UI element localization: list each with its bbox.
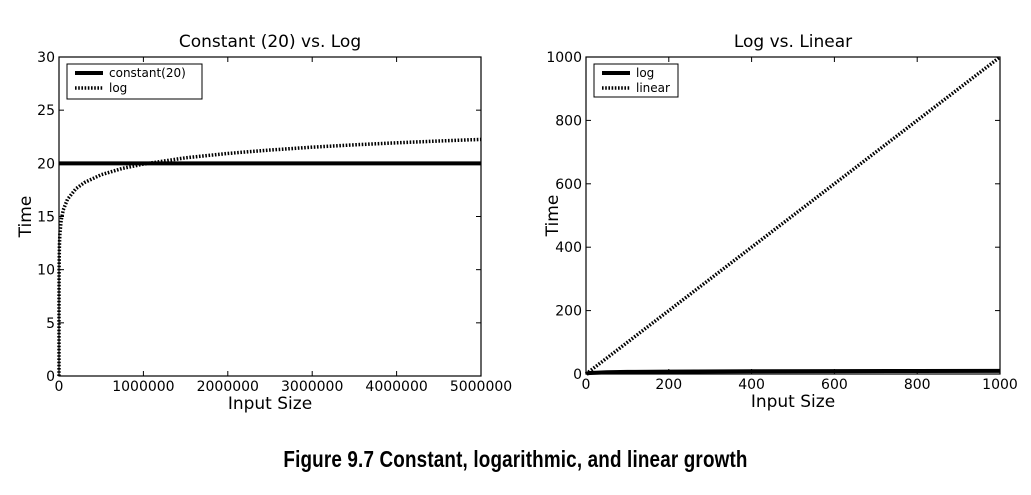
x-tick-label: 1000000 — [112, 379, 174, 395]
y-axis-label: Time — [543, 195, 563, 238]
x-tick-label: 2000000 — [197, 379, 259, 395]
y-tick-label: 15 — [37, 210, 55, 226]
legend: constant(20)log — [66, 63, 203, 100]
chart-title: Constant (20) vs. Log — [179, 32, 361, 52]
x-tick-label: 1000 — [982, 377, 1018, 393]
x-tick-label: 5000000 — [450, 379, 512, 395]
series-line-log — [57, 137, 482, 376]
series-line-linear — [584, 55, 1002, 376]
figure: 0 1000000 2000000 3000000 4000000 5000000 0 5 10… — [16, 32, 1018, 414]
y-tick-label: 600 — [555, 177, 582, 193]
y-axis-label: Time — [16, 196, 36, 239]
chart-constant-vs-log: 0 1000000 2000000 3000000 4000000 5000000 0 5 10… — [16, 32, 512, 414]
legend-label: linear — [636, 81, 670, 95]
chart-title: Log vs. Linear — [734, 32, 852, 52]
figure-caption: Figure 9.7 Constant, logarithmic, and li… — [283, 446, 748, 472]
y-tick-label: 10 — [37, 263, 55, 279]
y-tick-label: 0 — [573, 367, 582, 383]
x-axis-label: Input Size — [751, 392, 835, 412]
legend-label: log — [109, 81, 127, 95]
x-tick-label: 4000000 — [365, 379, 427, 395]
x-tick-label: 800 — [904, 377, 931, 393]
y-tick-label: 20 — [37, 156, 55, 172]
y-tick-label: 5 — [46, 316, 55, 332]
x-tick-label: 400 — [738, 377, 765, 393]
x-axis-label: Input Size — [228, 394, 312, 414]
legend-box — [593, 63, 679, 98]
y-tick-label: 400 — [555, 240, 582, 256]
y-tick-label: 800 — [555, 113, 582, 129]
legend-label: constant(20) — [109, 66, 186, 80]
y-tick-label: 0 — [46, 369, 55, 385]
x-tick-label: 200 — [655, 377, 682, 393]
legend-box — [66, 63, 203, 100]
x-tick-label: 0 — [55, 379, 64, 395]
x-tick-label: 0 — [582, 377, 591, 393]
plot-frame — [58, 56, 482, 377]
legend-label: log — [636, 66, 654, 80]
plot-frame — [585, 56, 1001, 375]
y-tick-label: 30 — [37, 50, 55, 66]
y-tick-label: 1000 — [546, 50, 582, 66]
y-tick-label: 200 — [555, 304, 582, 320]
x-tick-label: 600 — [821, 377, 848, 393]
y-tick-label: 25 — [37, 103, 55, 119]
chart-log-vs-linear: 0 200 400 600 800 1000 0 200 400 600 800 1000 Log vs… — [543, 32, 1018, 412]
x-tick-label: 3000000 — [281, 379, 343, 395]
